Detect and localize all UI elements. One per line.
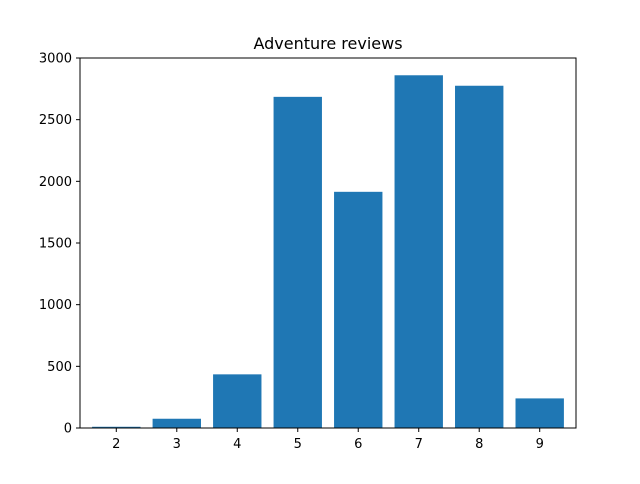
x-tick-label: 2: [112, 437, 120, 452]
bar-3: [152, 418, 201, 428]
chart-title: Adventure reviews: [253, 34, 402, 53]
bar-5: [273, 96, 322, 428]
y-tick-label: 2000: [39, 175, 72, 190]
bar-9: [515, 398, 564, 428]
axes-layer: 2 3 4 5 6 7 8 9 0 500 1000 1500 2000 2500 3000: [39, 52, 544, 453]
x-tick-label: 9: [536, 437, 544, 452]
bar-4: [213, 374, 262, 428]
x-tick-label: 7: [415, 437, 423, 452]
y-tick-label: 1000: [39, 298, 72, 313]
bars-layer: [92, 75, 564, 429]
y-tick-label: 2500: [39, 113, 72, 128]
x-tick-label: 5: [294, 437, 302, 452]
bar-8: [455, 85, 504, 428]
y-tick-label: 3000: [39, 52, 72, 67]
x-tick-label: 8: [475, 437, 483, 452]
plot-frame: [79, 57, 577, 429]
y-tick-label: 0: [64, 422, 72, 437]
y-tick-label: 1500: [39, 237, 72, 252]
x-tick-label: 6: [354, 437, 362, 452]
y-tick-label: 500: [47, 360, 72, 375]
x-tick-label: 3: [173, 437, 181, 452]
bar-6: [334, 191, 383, 428]
x-tick-label: 4: [233, 437, 241, 452]
bar-2: [92, 426, 141, 428]
bar-7: [394, 75, 443, 429]
